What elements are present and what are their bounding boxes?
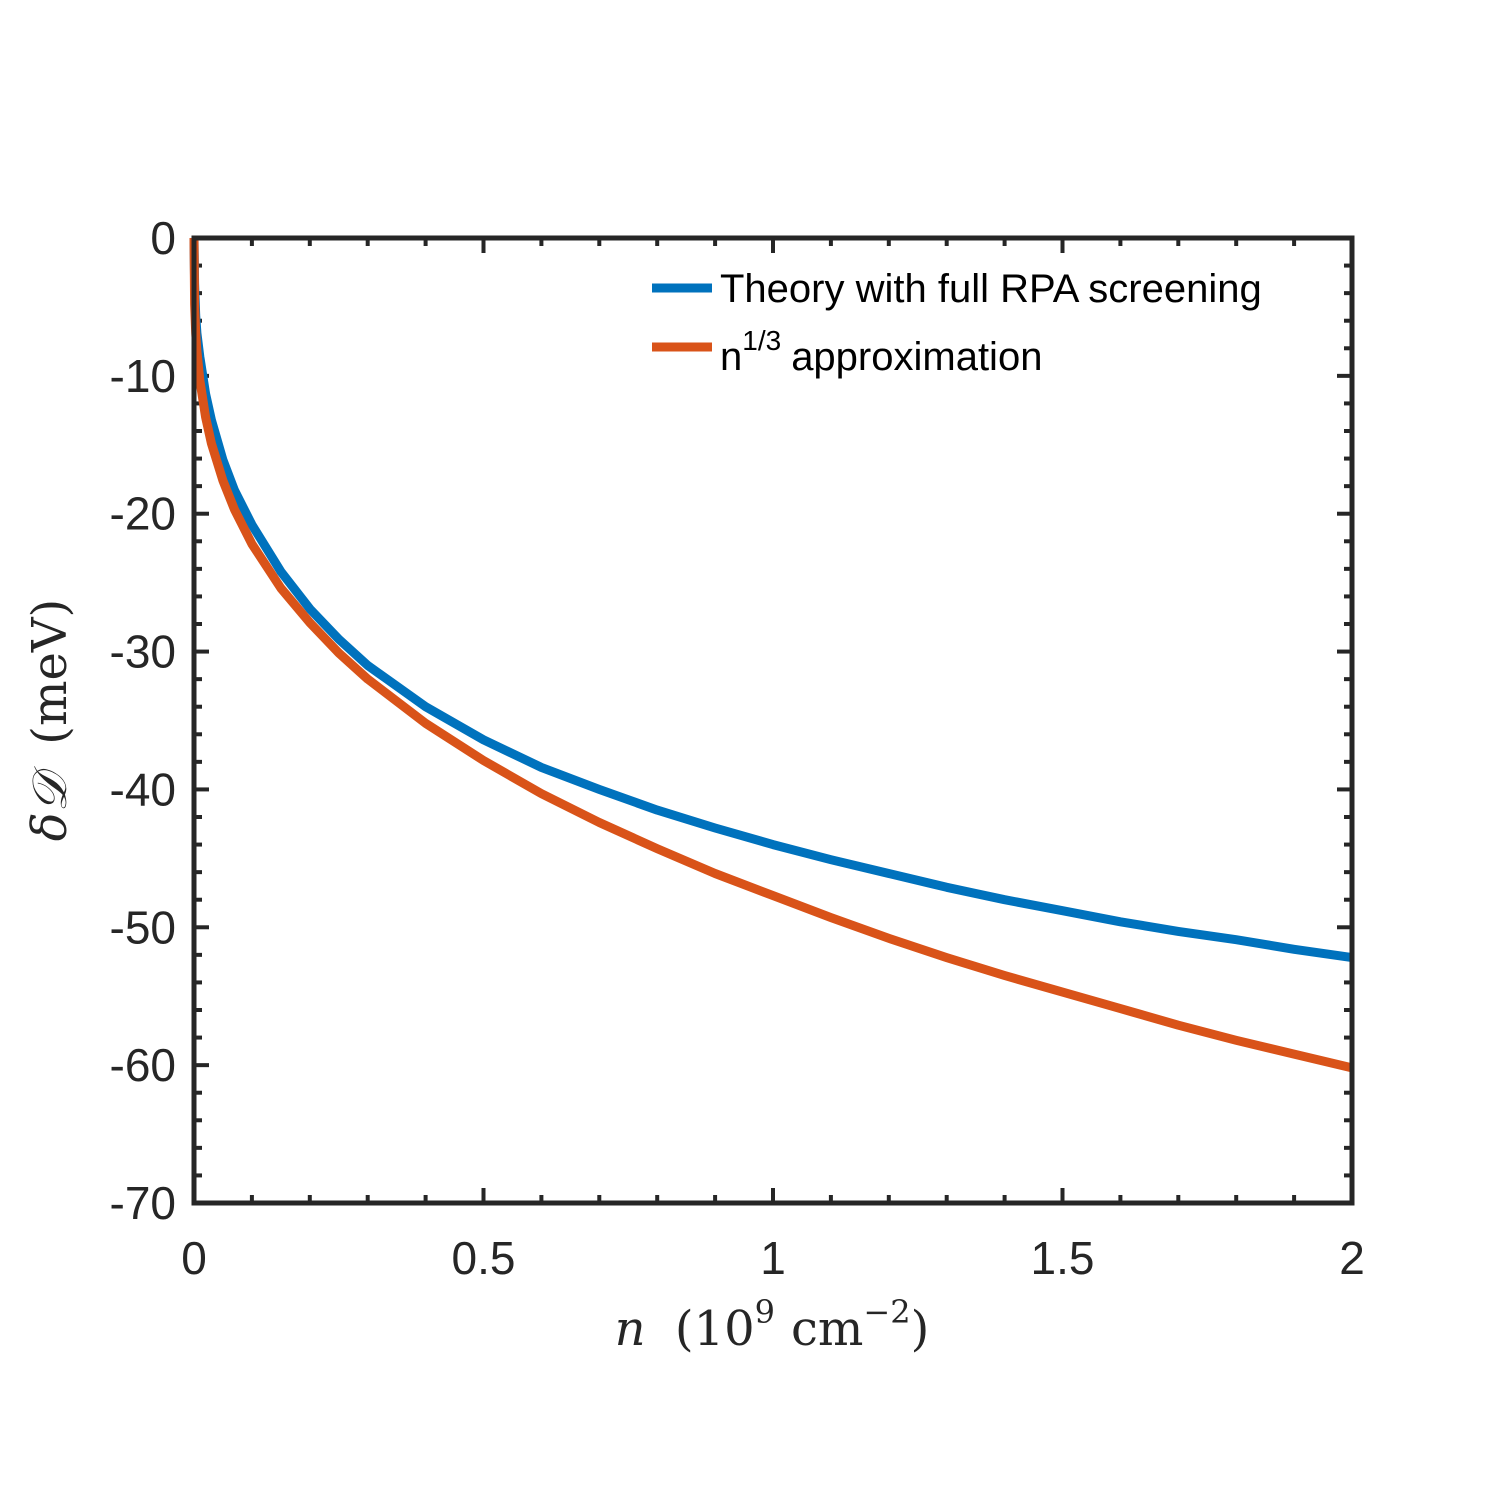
legend-label-n13: n1/3 approximation xyxy=(720,325,1042,379)
x-axis-unit-exp: −2 xyxy=(863,1293,910,1331)
x-axis-close: ) xyxy=(911,1301,930,1357)
y-tick-labels: 0 -10 -20 -30 -40 -50 -60 -70 xyxy=(110,212,176,1229)
x-axis-open: ( xyxy=(675,1301,694,1357)
plot-frame xyxy=(191,235,1355,1206)
x-axis-unit: cm xyxy=(791,1301,863,1357)
y-axis-label: δ𝒟 (meV) xyxy=(22,599,78,842)
y-tick-label: -60 xyxy=(110,1039,176,1091)
legend-n13-sup: 1/3 xyxy=(742,325,781,356)
x-tick-labels: 0 0.5 1 1.5 2 xyxy=(181,1232,1365,1284)
series-layer xyxy=(189,237,1354,1073)
x-axis-label: n (109 cm−2) xyxy=(615,1293,930,1357)
x-axis-var: n xyxy=(615,1301,646,1357)
y-tick-label: -40 xyxy=(110,763,176,815)
x-axis-base: 10 xyxy=(694,1301,755,1357)
y-tick-label: -70 xyxy=(110,1177,176,1229)
y-tick-label: -30 xyxy=(110,626,176,678)
y-tick-label: -50 xyxy=(110,901,176,953)
series-line-n13 xyxy=(189,237,1354,1073)
x-axis-exp: 9 xyxy=(755,1293,775,1331)
y-tick-label: 0 xyxy=(150,212,176,264)
y-tick-label: -20 xyxy=(110,488,176,540)
y-axis-unit: (meV) xyxy=(22,599,78,745)
legend: Theory with full RPA screening n1/3 appro… xyxy=(652,267,1262,379)
legend-n13-rest: approximation xyxy=(791,335,1042,379)
y-tick-label: -10 xyxy=(110,350,176,402)
legend-n13-base: n xyxy=(720,335,742,379)
legend-label-rpa: Theory with full RPA screening xyxy=(720,267,1262,311)
x-tick-label: 1.5 xyxy=(1031,1232,1095,1284)
y-axis-var: δ𝒟 xyxy=(22,765,78,841)
x-tick-label: 2 xyxy=(1339,1232,1365,1284)
x-tick-label: 1 xyxy=(760,1232,786,1284)
x-tick-label: 0.5 xyxy=(452,1232,516,1284)
x-tick-label: 0 xyxy=(181,1232,207,1284)
